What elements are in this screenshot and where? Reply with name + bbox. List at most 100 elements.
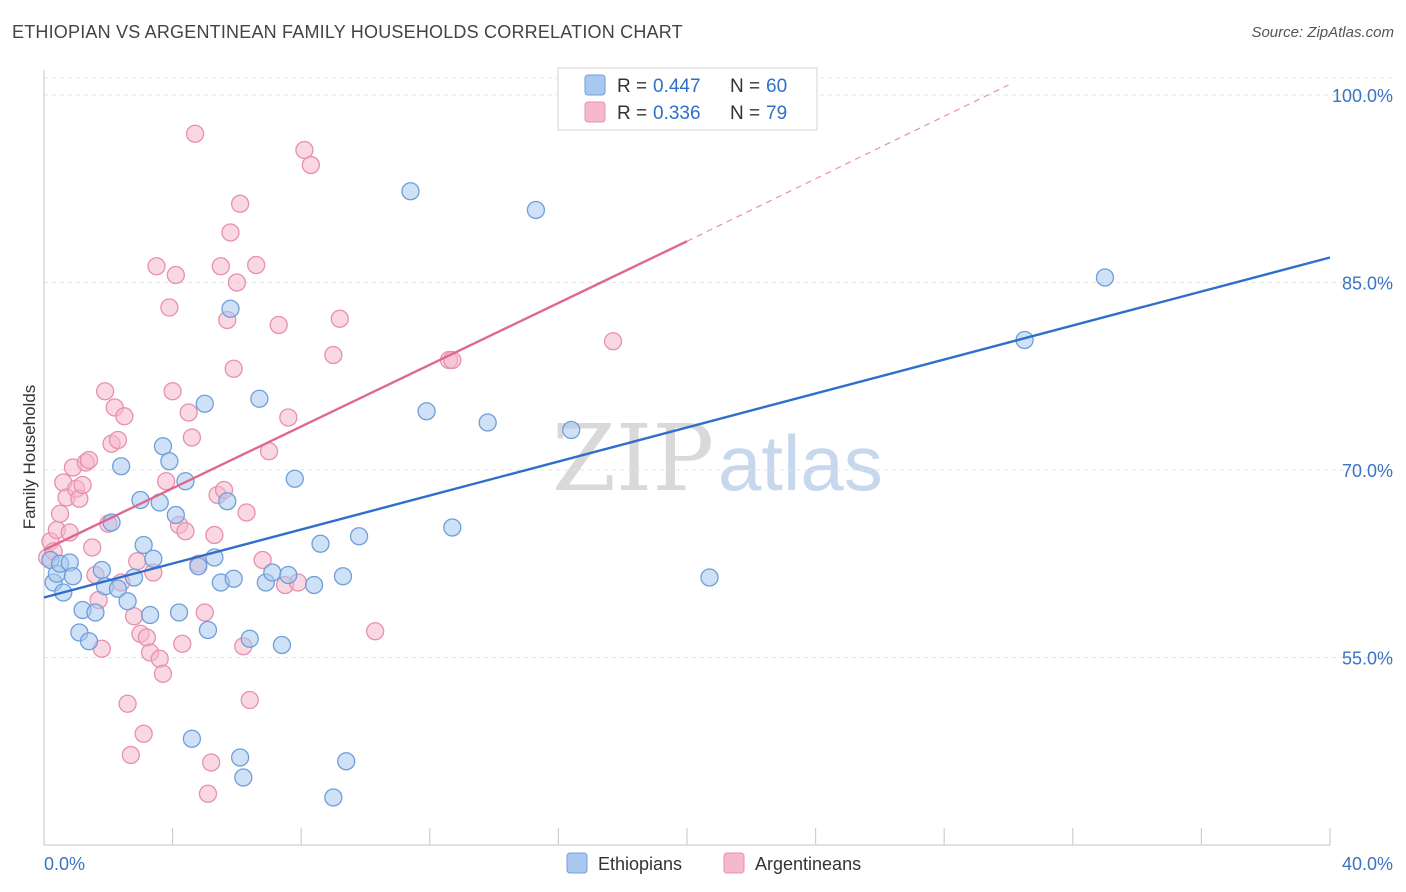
argentinean-point xyxy=(173,634,192,653)
argentinean-point xyxy=(108,430,128,450)
argentinean-point xyxy=(227,273,247,292)
ethiopian-point xyxy=(240,629,259,648)
argentinean-point xyxy=(185,124,205,143)
legend-n-value-argentineans: 79 xyxy=(766,103,787,124)
ethiopian-point xyxy=(144,549,163,568)
argentinean-point xyxy=(330,309,349,328)
ethiopian-point xyxy=(417,402,436,421)
ethiopian-point xyxy=(1095,268,1115,287)
y-tick-labels: 55.0% 70.0% 85.0% 100.0% xyxy=(1332,86,1393,669)
argentinean-point xyxy=(182,428,202,447)
ethiopian-point xyxy=(401,182,420,201)
legend-r-label-ethiopians: R = xyxy=(617,76,647,97)
ethiopian-point xyxy=(86,603,105,622)
ethiopian-point xyxy=(324,788,343,807)
bottom-legend-label-ethiopians: Ethiopians xyxy=(598,854,682,874)
argentinean-point xyxy=(179,403,198,422)
legend-n-label-argentineans: N = xyxy=(730,103,760,124)
argentinean-point xyxy=(118,694,137,713)
ethiopian-point xyxy=(92,560,112,580)
legend-swatch-ethiopians xyxy=(584,74,606,96)
argentinean-point xyxy=(121,745,140,765)
source-credit: Source: ZipAtlas.com xyxy=(1251,24,1394,41)
ethiopian-point xyxy=(562,420,581,440)
ethiopian-point xyxy=(250,389,269,408)
bottom-legend-swatch-ethiopians xyxy=(566,852,588,874)
ethiopian-point xyxy=(234,768,253,787)
argentinean-point xyxy=(157,472,176,491)
grid-lines xyxy=(44,77,1393,658)
watermark-zip: ZIP xyxy=(552,405,714,512)
legend-r-value-ethiopians: 0.447 xyxy=(653,76,701,97)
argentinean-point xyxy=(205,525,224,545)
legend-swatch-argentineans xyxy=(584,101,606,123)
ethiopian-point xyxy=(285,469,304,488)
argentinean-point xyxy=(176,522,195,541)
argentinean-point xyxy=(324,345,343,365)
legend-n-label-ethiopians: N = xyxy=(730,76,760,97)
argentinean-point xyxy=(195,603,214,622)
legend-r-label-argentineans: R = xyxy=(617,103,647,124)
argentinean-point xyxy=(247,255,266,275)
argentinean-point xyxy=(198,784,218,803)
ethiopian-point xyxy=(304,575,324,595)
bottom-legend-swatch-argentineans xyxy=(723,852,745,874)
y-axis-title: Family Households xyxy=(20,385,39,530)
ethiopian-point xyxy=(311,534,330,553)
ethiopian-point xyxy=(333,567,353,586)
argentinean-point xyxy=(230,194,250,213)
ethiopian-point xyxy=(189,557,208,576)
ethiopian-point xyxy=(272,635,292,655)
argentinean-point xyxy=(95,382,115,401)
legend-r-value-argentineans: 0.336 xyxy=(653,103,701,124)
ethiopian-point xyxy=(224,569,243,588)
trend-lines xyxy=(43,84,1331,599)
argentinean-point xyxy=(202,753,221,772)
x-tick-label-max: 40.0% xyxy=(1342,854,1393,874)
ethiopian-point xyxy=(443,518,462,537)
chart-title: ETHIOPIAN VS ARGENTINEAN FAMILY HOUSEHOL… xyxy=(12,22,683,42)
argentinean-point xyxy=(73,475,92,495)
y-tick-label: 55.0% xyxy=(1342,649,1393,669)
argentinean-point xyxy=(153,664,173,683)
ethiopian-point xyxy=(134,535,153,555)
ethiopian-point xyxy=(182,729,202,748)
argentinean-point xyxy=(221,223,240,242)
x-ticks xyxy=(172,828,1331,845)
argentinean-point xyxy=(79,450,99,470)
ethiopian-point xyxy=(118,592,137,611)
argentinean-point xyxy=(115,407,134,426)
argentinean-point xyxy=(137,628,157,647)
ethiopian-point xyxy=(263,563,282,582)
ethiopian-point xyxy=(195,394,214,413)
argentinean-point xyxy=(134,724,153,743)
argentinean-point xyxy=(269,315,288,335)
watermark-atlas: atlas xyxy=(718,419,883,507)
argentinean-point xyxy=(83,538,102,557)
x-tick-label-min: 0.0% xyxy=(44,854,85,874)
ethiopian-point xyxy=(198,620,218,640)
argentinean-point xyxy=(253,550,272,570)
ethiopian-point xyxy=(526,200,546,220)
argentinean-point xyxy=(224,359,243,378)
argentineans-trend-extension xyxy=(686,84,1009,242)
argentinean-point xyxy=(160,298,179,317)
argentinean-point xyxy=(150,649,169,668)
ethiopian-point xyxy=(279,565,298,585)
ethiopian-point xyxy=(478,413,497,432)
ethiopian-point xyxy=(700,568,719,587)
y-tick-label: 85.0% xyxy=(1342,274,1393,294)
argentinean-point xyxy=(128,552,147,571)
argentinean-point xyxy=(211,257,230,276)
argentinean-point xyxy=(237,503,256,522)
argentinean-point xyxy=(147,257,166,276)
ethiopian-point xyxy=(337,752,356,771)
series-legend: Ethiopians Argentineans xyxy=(566,852,861,874)
argentinean-point xyxy=(603,332,623,351)
argentinean-point xyxy=(163,382,182,401)
correlation-legend: R = 0.447 N = 60 R = 0.336 N = 79 xyxy=(557,67,818,131)
argentinean-point xyxy=(166,265,185,285)
legend-n-value-ethiopians: 60 xyxy=(766,76,787,97)
ethiopian-point xyxy=(169,603,189,622)
